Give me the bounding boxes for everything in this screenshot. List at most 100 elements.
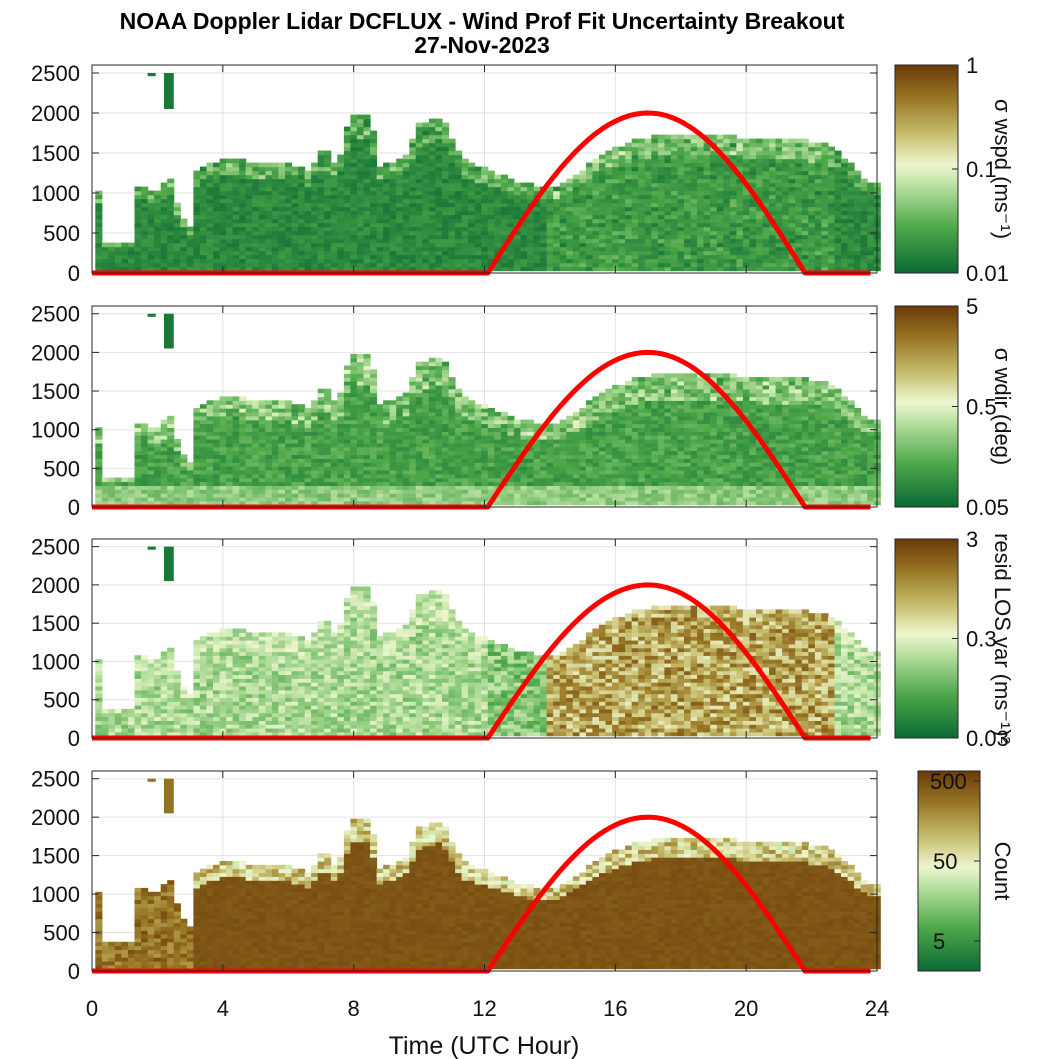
heatmap-cell — [343, 411, 351, 417]
heatmap-cell — [474, 408, 482, 413]
heatmap-cell — [677, 150, 685, 156]
heatmap-cell — [167, 238, 175, 244]
heatmap-cell — [487, 190, 495, 196]
heatmap-cell — [487, 439, 495, 444]
heatmap-cell — [160, 206, 168, 212]
heatmap-cell — [507, 258, 515, 264]
heatmap-cell — [363, 396, 371, 401]
heatmap-cell — [782, 202, 790, 208]
heatmap-cell — [134, 423, 142, 428]
heatmap-cell — [867, 266, 875, 272]
heatmap-cell — [173, 254, 181, 260]
heatmap-cell — [343, 194, 351, 200]
heatmap-cell — [350, 353, 358, 359]
heatmap-cell — [566, 198, 574, 204]
heatmap-cell — [651, 198, 659, 204]
heatmap-cell — [370, 250, 378, 256]
heatmap-cell — [252, 206, 260, 212]
heatmap-cell — [788, 182, 796, 188]
heatmap-cell — [729, 174, 737, 180]
heatmap-cell — [762, 178, 770, 184]
heatmap-cell — [461, 466, 469, 471]
heatmap-cell — [173, 250, 181, 256]
heatmap-cell — [415, 198, 423, 204]
heatmap-cell — [356, 361, 364, 367]
heatmap-cell — [363, 408, 371, 413]
heatmap-cell — [487, 493, 495, 498]
heatmap-cell — [271, 186, 279, 192]
heatmap-cell — [736, 210, 744, 216]
heatmap-cell — [455, 226, 463, 232]
heatmap-cell — [644, 230, 652, 236]
heatmap-cell — [317, 198, 325, 204]
heatmap-cell — [468, 242, 476, 248]
heatmap-cell — [258, 162, 266, 168]
heatmap-cell — [618, 262, 626, 268]
heatmap-cell — [716, 262, 724, 268]
heatmap-cell — [291, 469, 299, 475]
heatmap-cell — [213, 174, 221, 180]
heatmap-cell — [239, 170, 247, 176]
heatmap-cell — [599, 162, 607, 168]
heatmap-cell — [370, 458, 378, 463]
heatmap-cell — [271, 400, 279, 405]
heatmap-cell — [258, 450, 266, 456]
heatmap-cell — [343, 477, 351, 483]
heatmap-cell — [226, 230, 234, 236]
heatmap-cell — [762, 166, 770, 172]
heatmap-cell — [474, 262, 482, 268]
heatmap-cell — [232, 202, 240, 208]
heatmap-cell — [324, 500, 332, 506]
heatmap-cell — [232, 194, 240, 200]
heatmap-cell — [252, 186, 260, 192]
heatmap-cell — [278, 439, 286, 444]
heatmap-cell — [370, 214, 378, 220]
heatmap-cell — [448, 400, 456, 405]
heatmap-cell — [612, 218, 620, 224]
heatmap-cell — [415, 230, 423, 236]
heatmap-cell — [409, 415, 417, 421]
heatmap-cell — [245, 238, 253, 244]
heatmap-cell — [402, 458, 410, 463]
heatmap-cell — [618, 186, 626, 192]
heatmap-cell — [533, 258, 541, 264]
heatmap-cell — [579, 178, 587, 184]
heatmap-cell — [317, 462, 325, 467]
heatmap-cell — [690, 238, 698, 244]
heatmap-cell — [428, 146, 436, 152]
heatmap-cell — [723, 242, 731, 248]
heatmap-cell — [311, 411, 319, 417]
heatmap-cell — [95, 222, 103, 228]
heatmap-cell — [677, 182, 685, 188]
heatmap-cell — [494, 473, 502, 479]
heatmap-cell — [494, 230, 502, 236]
heatmap-cell — [141, 481, 149, 486]
heatmap-cell — [265, 469, 273, 475]
heatmap-cell — [670, 250, 678, 256]
heatmap-cell — [631, 146, 639, 152]
heatmap-cell — [173, 206, 181, 212]
heatmap-cell — [271, 230, 279, 236]
heatmap-cell — [559, 230, 567, 236]
heatmap-cell — [363, 170, 371, 176]
heatmap-cell — [428, 142, 436, 148]
heatmap-cell — [756, 190, 764, 196]
heatmap-cell — [500, 218, 508, 224]
heatmap-cell — [769, 146, 777, 152]
heatmap-cell — [847, 162, 855, 168]
heatmap-cell — [533, 242, 541, 248]
heatmap-cell — [376, 493, 384, 498]
heatmap-cell — [651, 242, 659, 248]
heatmap-cell — [461, 218, 469, 224]
heatmap-cell — [513, 258, 521, 264]
heatmap-cell — [631, 246, 639, 252]
heatmap-cell — [736, 242, 744, 248]
heatmap-cell — [749, 202, 757, 208]
heatmap-cell — [723, 162, 731, 168]
heatmap-cell — [396, 234, 404, 240]
heatmap-cell — [167, 230, 175, 236]
heatmap-cell — [356, 388, 364, 394]
heatmap-cell — [337, 431, 345, 436]
heatmap-cell — [252, 214, 260, 220]
heatmap-cell — [762, 190, 770, 196]
